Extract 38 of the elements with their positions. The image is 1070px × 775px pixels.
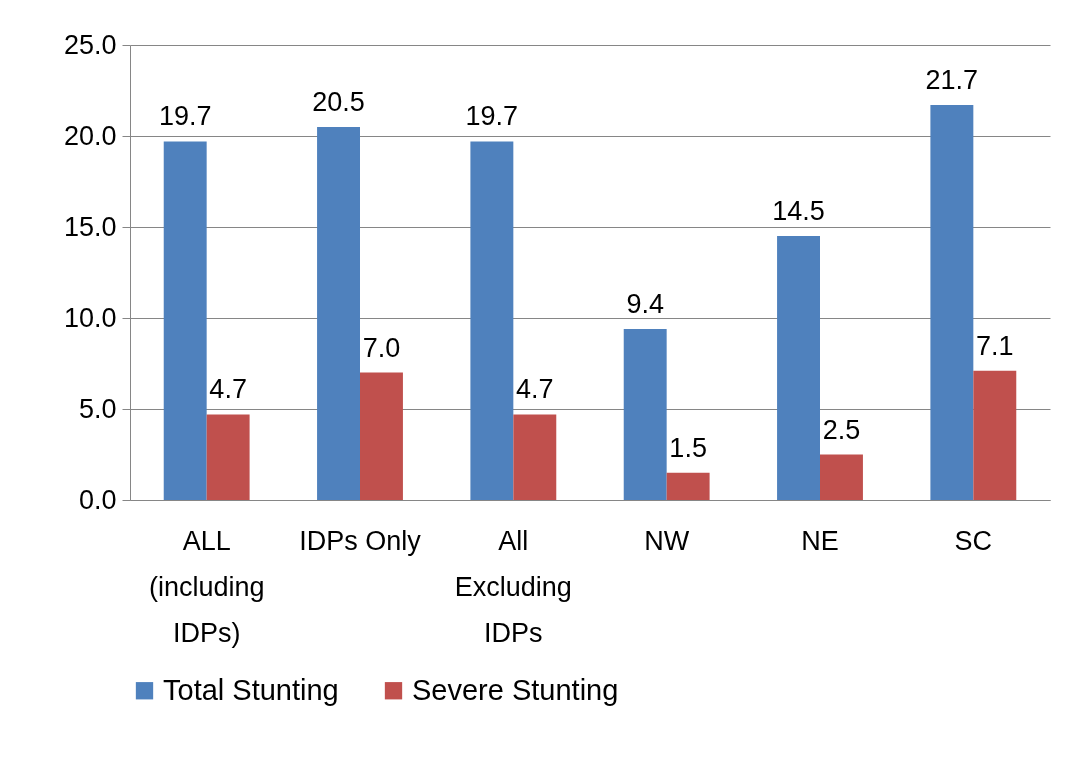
- x-tick-label: NW: [644, 525, 690, 556]
- bar: [513, 414, 557, 500]
- bar: [623, 328, 667, 500]
- bar: [973, 370, 1017, 500]
- data-label: 2.5: [822, 414, 861, 445]
- bar: [820, 454, 863, 500]
- data-label: 9.4: [626, 288, 664, 319]
- bar: [317, 126, 360, 500]
- legend-label: Total Stunting: [163, 673, 339, 706]
- data-label: 19.7: [158, 101, 212, 132]
- bar: [470, 141, 514, 500]
- data-label: 20.5: [312, 86, 365, 117]
- bar: [930, 105, 974, 500]
- x-tick-label: SC: [954, 525, 993, 556]
- y-tick-label: 0.0: [78, 484, 117, 515]
- bar: [360, 372, 403, 500]
- y-tick-label: 15.0: [63, 211, 117, 242]
- data-label: 7.0: [362, 332, 401, 363]
- y-tick-label: 25.0: [63, 29, 117, 60]
- bar: [163, 141, 207, 500]
- y-tick-label: 20.0: [63, 120, 117, 151]
- x-tick-label: All Excluding IDPs: [454, 525, 572, 648]
- data-label: 4.7: [516, 374, 554, 405]
- x-tick-label: ALL (including IDPs): [148, 525, 265, 648]
- bar: [666, 472, 710, 500]
- y-tick-label: 5.0: [78, 393, 117, 424]
- x-tick-label: NE: [801, 525, 839, 556]
- y-tick-label: 10.0: [63, 302, 117, 333]
- data-label: 1.5: [669, 432, 707, 463]
- x-tick-label: IDPs Only: [299, 525, 422, 556]
- bar: [206, 414, 250, 500]
- data-label: 14.5: [772, 196, 825, 227]
- data-label: 4.7: [209, 374, 247, 405]
- legend-label: Severe Stunting: [412, 673, 619, 706]
- data-label: 7.1: [976, 330, 1014, 361]
- data-label: 21.7: [925, 65, 979, 96]
- bar: [777, 236, 820, 500]
- data-label: 19.7: [465, 101, 519, 132]
